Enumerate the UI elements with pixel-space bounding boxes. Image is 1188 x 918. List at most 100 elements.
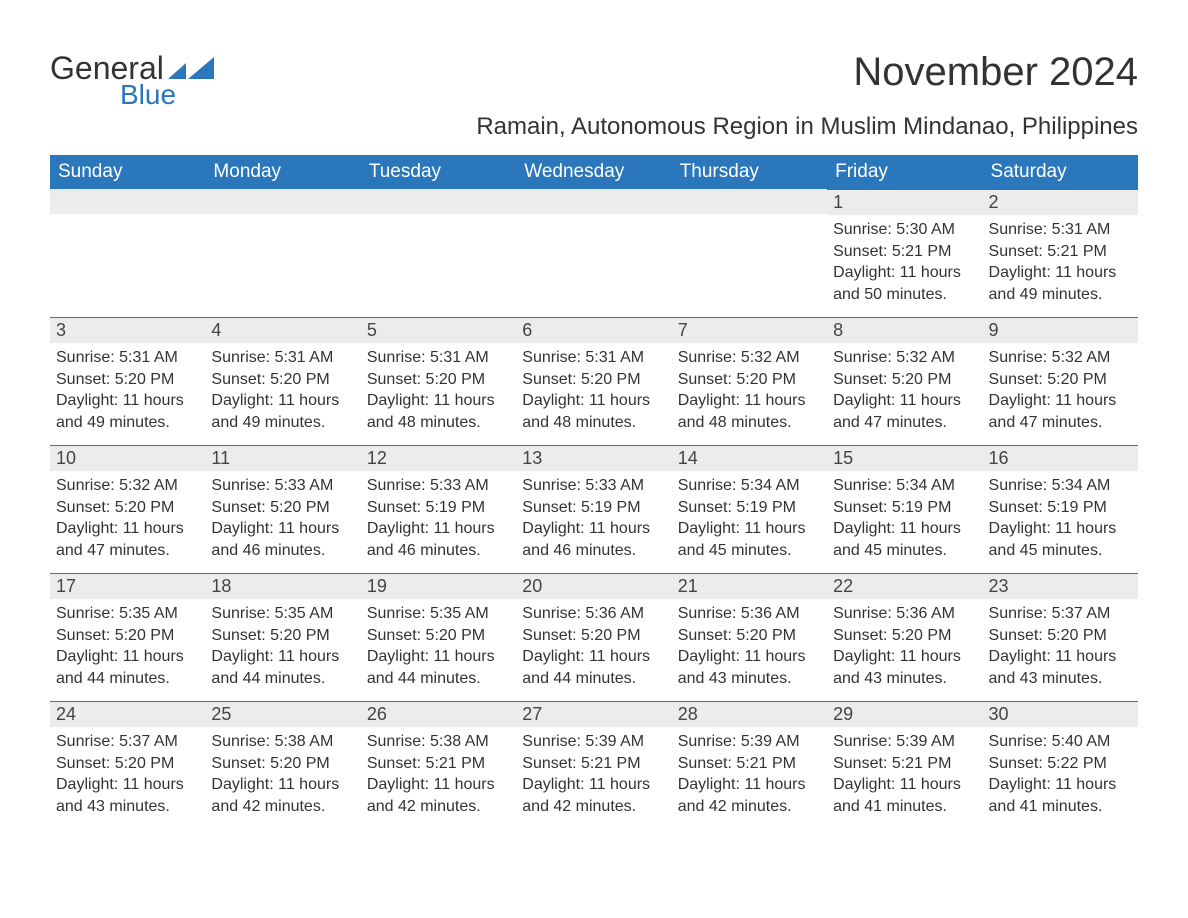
day-details: Sunrise: 5:30 AMSunset: 5:21 PMDaylight:… (827, 215, 982, 305)
daylight-text: Daylight: 11 hours and 43 minutes. (989, 646, 1132, 689)
day-details: Sunrise: 5:32 AMSunset: 5:20 PMDaylight:… (983, 343, 1138, 433)
sunset-text: Sunset: 5:20 PM (56, 625, 199, 647)
calendar-day-cell: 25Sunrise: 5:38 AMSunset: 5:20 PMDayligh… (205, 701, 360, 829)
calendar-table: SundayMondayTuesdayWednesdayThursdayFrid… (50, 155, 1138, 829)
day-details: Sunrise: 5:36 AMSunset: 5:20 PMDaylight:… (516, 599, 671, 689)
calendar-day-cell: 15Sunrise: 5:34 AMSunset: 5:19 PMDayligh… (827, 445, 982, 573)
logo: General Blue (50, 50, 216, 111)
sunrise-text: Sunrise: 5:38 AM (211, 731, 354, 753)
sunset-text: Sunset: 5:21 PM (833, 753, 976, 775)
sunset-text: Sunset: 5:19 PM (367, 497, 510, 519)
page-header: General Blue November 2024 Ramain, Auton… (50, 50, 1138, 141)
calendar-day-cell: 12Sunrise: 5:33 AMSunset: 5:19 PMDayligh… (361, 445, 516, 573)
sunrise-text: Sunrise: 5:39 AM (833, 731, 976, 753)
sunrise-text: Sunrise: 5:38 AM (367, 731, 510, 753)
sunrise-text: Sunrise: 5:31 AM (522, 347, 665, 369)
day-details: Sunrise: 5:37 AMSunset: 5:20 PMDaylight:… (983, 599, 1138, 689)
day-number: 6 (516, 317, 671, 343)
sunrise-text: Sunrise: 5:31 AM (211, 347, 354, 369)
sunrise-text: Sunrise: 5:37 AM (56, 731, 199, 753)
calendar-day-cell: 11Sunrise: 5:33 AMSunset: 5:20 PMDayligh… (205, 445, 360, 573)
sunrise-text: Sunrise: 5:35 AM (367, 603, 510, 625)
day-details: Sunrise: 5:32 AMSunset: 5:20 PMDaylight:… (50, 471, 205, 561)
daylight-text: Daylight: 11 hours and 43 minutes. (678, 646, 821, 689)
calendar-week-row: 10Sunrise: 5:32 AMSunset: 5:20 PMDayligh… (50, 445, 1138, 573)
day-details: Sunrise: 5:33 AMSunset: 5:19 PMDaylight:… (361, 471, 516, 561)
day-number: 21 (672, 573, 827, 599)
day-details: Sunrise: 5:32 AMSunset: 5:20 PMDaylight:… (672, 343, 827, 433)
sunrise-text: Sunrise: 5:40 AM (989, 731, 1132, 753)
calendar-day-cell: 23Sunrise: 5:37 AMSunset: 5:20 PMDayligh… (983, 573, 1138, 701)
daylight-text: Daylight: 11 hours and 45 minutes. (833, 518, 976, 561)
sunset-text: Sunset: 5:20 PM (367, 369, 510, 391)
sunrise-text: Sunrise: 5:31 AM (56, 347, 199, 369)
day-details: Sunrise: 5:39 AMSunset: 5:21 PMDaylight:… (516, 727, 671, 817)
day-details: Sunrise: 5:31 AMSunset: 5:20 PMDaylight:… (205, 343, 360, 433)
sunrise-text: Sunrise: 5:39 AM (522, 731, 665, 753)
sunrise-text: Sunrise: 5:39 AM (678, 731, 821, 753)
day-details: Sunrise: 5:35 AMSunset: 5:20 PMDaylight:… (50, 599, 205, 689)
day-number: 19 (361, 573, 516, 599)
sunrise-text: Sunrise: 5:32 AM (833, 347, 976, 369)
sunset-text: Sunset: 5:21 PM (989, 241, 1132, 263)
calendar-day-cell: 2Sunrise: 5:31 AMSunset: 5:21 PMDaylight… (983, 189, 1138, 317)
calendar-day-cell: 21Sunrise: 5:36 AMSunset: 5:20 PMDayligh… (672, 573, 827, 701)
day-details: Sunrise: 5:38 AMSunset: 5:20 PMDaylight:… (205, 727, 360, 817)
calendar-week-row: 1Sunrise: 5:30 AMSunset: 5:21 PMDaylight… (50, 189, 1138, 317)
sunset-text: Sunset: 5:20 PM (211, 625, 354, 647)
calendar-day-cell: 24Sunrise: 5:37 AMSunset: 5:20 PMDayligh… (50, 701, 205, 829)
weekday-header-row: SundayMondayTuesdayWednesdayThursdayFrid… (50, 155, 1138, 189)
day-details: Sunrise: 5:31 AMSunset: 5:21 PMDaylight:… (983, 215, 1138, 305)
sunset-text: Sunset: 5:20 PM (989, 369, 1132, 391)
day-number: 26 (361, 701, 516, 727)
sunset-text: Sunset: 5:22 PM (989, 753, 1132, 775)
calendar-day-cell: 9Sunrise: 5:32 AMSunset: 5:20 PMDaylight… (983, 317, 1138, 445)
day-number: 4 (205, 317, 360, 343)
sunset-text: Sunset: 5:19 PM (522, 497, 665, 519)
daylight-text: Daylight: 11 hours and 42 minutes. (367, 774, 510, 817)
day-number: 20 (516, 573, 671, 599)
calendar-day-cell: 10Sunrise: 5:32 AMSunset: 5:20 PMDayligh… (50, 445, 205, 573)
daylight-text: Daylight: 11 hours and 49 minutes. (989, 262, 1132, 305)
weekday-header: Friday (827, 155, 982, 189)
sunset-text: Sunset: 5:20 PM (211, 753, 354, 775)
day-details: Sunrise: 5:31 AMSunset: 5:20 PMDaylight:… (50, 343, 205, 433)
day-details: Sunrise: 5:35 AMSunset: 5:20 PMDaylight:… (205, 599, 360, 689)
weekday-header: Sunday (50, 155, 205, 189)
calendar-day-cell: 7Sunrise: 5:32 AMSunset: 5:20 PMDaylight… (672, 317, 827, 445)
day-number-empty (205, 189, 360, 214)
calendar-day-cell: 6Sunrise: 5:31 AMSunset: 5:20 PMDaylight… (516, 317, 671, 445)
title-block: November 2024 Ramain, Autonomous Region … (476, 50, 1138, 141)
day-number: 12 (361, 445, 516, 471)
daylight-text: Daylight: 11 hours and 44 minutes. (56, 646, 199, 689)
day-number-empty (361, 189, 516, 214)
sunrise-text: Sunrise: 5:31 AM (989, 219, 1132, 241)
calendar-day-cell: 29Sunrise: 5:39 AMSunset: 5:21 PMDayligh… (827, 701, 982, 829)
day-number: 25 (205, 701, 360, 727)
sunset-text: Sunset: 5:19 PM (833, 497, 976, 519)
calendar-day-cell: 13Sunrise: 5:33 AMSunset: 5:19 PMDayligh… (516, 445, 671, 573)
sunrise-text: Sunrise: 5:33 AM (211, 475, 354, 497)
sunset-text: Sunset: 5:20 PM (678, 369, 821, 391)
weekday-header: Saturday (983, 155, 1138, 189)
calendar-day-cell: 14Sunrise: 5:34 AMSunset: 5:19 PMDayligh… (672, 445, 827, 573)
sunset-text: Sunset: 5:20 PM (367, 625, 510, 647)
sunset-text: Sunset: 5:20 PM (211, 497, 354, 519)
sunrise-text: Sunrise: 5:32 AM (989, 347, 1132, 369)
month-title: November 2024 (476, 50, 1138, 95)
day-number: 10 (50, 445, 205, 471)
calendar-day-cell: 8Sunrise: 5:32 AMSunset: 5:20 PMDaylight… (827, 317, 982, 445)
day-details: Sunrise: 5:40 AMSunset: 5:22 PMDaylight:… (983, 727, 1138, 817)
day-number-empty (672, 189, 827, 214)
daylight-text: Daylight: 11 hours and 47 minutes. (56, 518, 199, 561)
day-details: Sunrise: 5:31 AMSunset: 5:20 PMDaylight:… (361, 343, 516, 433)
calendar-day-cell: 17Sunrise: 5:35 AMSunset: 5:20 PMDayligh… (50, 573, 205, 701)
sunrise-text: Sunrise: 5:34 AM (678, 475, 821, 497)
weekday-header: Thursday (672, 155, 827, 189)
day-number: 2 (983, 189, 1138, 215)
calendar-week-row: 17Sunrise: 5:35 AMSunset: 5:20 PMDayligh… (50, 573, 1138, 701)
daylight-text: Daylight: 11 hours and 49 minutes. (211, 390, 354, 433)
logo-text-blue: Blue (120, 79, 216, 111)
daylight-text: Daylight: 11 hours and 46 minutes. (211, 518, 354, 561)
calendar-week-row: 3Sunrise: 5:31 AMSunset: 5:20 PMDaylight… (50, 317, 1138, 445)
